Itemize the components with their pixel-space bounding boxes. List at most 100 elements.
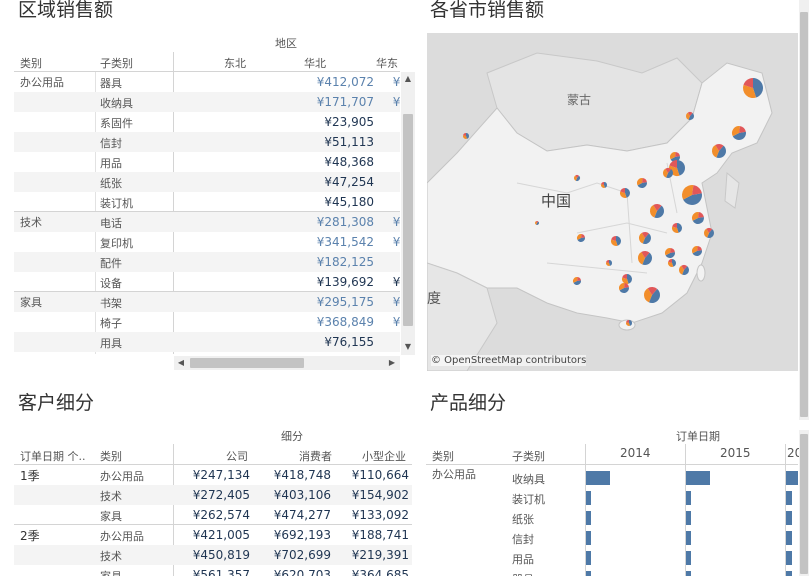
product-bar[interactable] bbox=[786, 471, 798, 485]
province-pie-marker[interactable] bbox=[679, 265, 689, 275]
province-pie-marker[interactable] bbox=[704, 228, 714, 238]
region-vscroll-thumb[interactable] bbox=[403, 114, 413, 326]
pie-slice bbox=[619, 287, 629, 293]
product-bar[interactable] bbox=[586, 551, 591, 565]
pie-slice bbox=[698, 212, 704, 218]
product-subcategory-header[interactable]: 子类别 bbox=[512, 450, 545, 463]
product-bar[interactable] bbox=[586, 511, 591, 525]
region-hscroll-thumb[interactable] bbox=[190, 358, 304, 368]
segment-header-2[interactable]: 小型企业 bbox=[362, 450, 406, 463]
region-vscrollbar[interactable]: ▲ ▼ bbox=[401, 72, 415, 355]
region-header-2[interactable]: 华东 bbox=[376, 57, 398, 70]
province-pie-marker[interactable] bbox=[650, 204, 664, 218]
province-pie-marker[interactable] bbox=[712, 144, 727, 159]
region-hscrollbar[interactable]: ◀ ▶ bbox=[174, 356, 400, 370]
scroll-up-icon[interactable]: ▲ bbox=[404, 74, 412, 83]
product-bar[interactable] bbox=[686, 551, 691, 565]
province-pie-marker[interactable] bbox=[663, 168, 673, 178]
province-pie-marker[interactable] bbox=[732, 126, 746, 141]
province-pie-marker[interactable] bbox=[638, 251, 653, 266]
scroll-down-icon[interactable]: ▼ bbox=[404, 342, 412, 351]
segment-value: ¥620,703 bbox=[273, 568, 331, 576]
province-pie-marker[interactable] bbox=[611, 236, 621, 247]
province-pie-marker[interactable] bbox=[686, 111, 694, 120]
product-bar[interactable] bbox=[586, 571, 591, 576]
product-bar[interactable] bbox=[786, 551, 792, 565]
pie-slice bbox=[686, 112, 690, 120]
province-pie-marker[interactable] bbox=[606, 260, 612, 266]
quarter-header[interactable]: 订单日期 个.. bbox=[20, 450, 86, 463]
product-bar[interactable] bbox=[686, 511, 691, 525]
product-bar[interactable] bbox=[786, 571, 792, 576]
window-vscroll-thumb[interactable] bbox=[800, 12, 808, 417]
map-attribution[interactable]: © OpenStreetMap contributors bbox=[431, 355, 587, 366]
category-header[interactable]: 类别 bbox=[20, 57, 42, 70]
province-pie-marker[interactable] bbox=[743, 78, 763, 99]
product-vscroll-thumb[interactable] bbox=[800, 434, 808, 574]
product-bar[interactable] bbox=[586, 531, 591, 545]
segment-value: ¥692,193 bbox=[273, 528, 331, 542]
pie-slice bbox=[672, 259, 676, 267]
scroll-left-icon[interactable]: ◀ bbox=[177, 358, 185, 367]
pie-slice bbox=[704, 228, 709, 238]
subcategory-label: 用具 bbox=[100, 337, 122, 350]
province-pie-marker[interactable] bbox=[665, 248, 675, 258]
province-pie-marker[interactable] bbox=[644, 287, 660, 304]
pie-slice bbox=[642, 178, 647, 183]
segment-value: ¥403,106 bbox=[273, 488, 331, 502]
segment-value: ¥188,741 bbox=[351, 528, 409, 542]
province-pie-marker[interactable] bbox=[535, 221, 539, 225]
sales-value: ¥40,309 bbox=[360, 135, 400, 149]
product-bar[interactable] bbox=[686, 491, 691, 505]
province-pie-marker[interactable] bbox=[601, 182, 607, 188]
product-bar[interactable] bbox=[686, 471, 710, 485]
sales-value: ¥43,064 bbox=[360, 175, 400, 189]
year-header-1[interactable]: 2015 bbox=[720, 446, 751, 460]
product-bar[interactable] bbox=[586, 491, 591, 505]
province-pie-marker[interactable] bbox=[573, 277, 581, 286]
subcategory-label: 装订机 bbox=[100, 197, 133, 210]
province-pie-marker[interactable] bbox=[622, 274, 633, 284]
segment-category-header[interactable]: 类别 bbox=[100, 450, 122, 463]
subcategory-header[interactable]: 子类别 bbox=[100, 57, 133, 70]
pie-slice bbox=[665, 248, 671, 256]
scroll-right-icon[interactable]: ▶ bbox=[388, 358, 396, 367]
province-pie-marker[interactable] bbox=[619, 283, 629, 293]
pie-slice bbox=[644, 288, 652, 303]
segment-header-0[interactable]: 公司 bbox=[226, 450, 248, 463]
province-pie-marker[interactable] bbox=[620, 188, 630, 199]
pie-slice bbox=[697, 246, 702, 251]
province-pie-marker[interactable] bbox=[692, 212, 704, 224]
pie-slice bbox=[753, 78, 763, 98]
product-bar[interactable] bbox=[686, 571, 691, 576]
province-pie-marker[interactable] bbox=[637, 178, 647, 188]
segment-value: ¥272,405 bbox=[192, 488, 250, 502]
sales-value: ¥36,868 bbox=[360, 155, 400, 169]
province-pie-marker[interactable] bbox=[574, 175, 580, 181]
product-bar[interactable] bbox=[786, 531, 792, 545]
year-header-2[interactable]: 20 bbox=[787, 446, 803, 460]
segment-header-1[interactable]: 消费者 bbox=[299, 450, 332, 463]
pie-slice bbox=[463, 133, 466, 136]
product-category-header[interactable]: 类别 bbox=[432, 450, 454, 463]
product-bar[interactable] bbox=[586, 471, 610, 485]
product-bar[interactable] bbox=[786, 491, 792, 505]
province-map[interactable]: 蒙古 中国 度 © OpenStreetMap contributors bbox=[427, 33, 798, 371]
province-pie-marker[interactable] bbox=[692, 246, 702, 256]
year-header-0[interactable]: 2014 bbox=[620, 446, 651, 460]
province-pie-marker[interactable] bbox=[577, 234, 585, 243]
region-header-1[interactable]: 华北 bbox=[304, 57, 326, 70]
province-pie-marker[interactable] bbox=[639, 232, 652, 245]
region-header-0[interactable]: 东北 bbox=[224, 57, 246, 70]
province-pie-marker[interactable] bbox=[463, 133, 469, 139]
province-pie-marker[interactable] bbox=[668, 259, 676, 267]
product-vscrollbar[interactable] bbox=[799, 430, 809, 576]
province-pie-marker[interactable] bbox=[626, 320, 632, 327]
pie-slice bbox=[573, 277, 578, 283]
window-vscrollbar[interactable] bbox=[799, 0, 809, 420]
product-bar[interactable] bbox=[686, 531, 691, 545]
province-pie-marker[interactable] bbox=[672, 223, 682, 233]
province-pie-marker[interactable] bbox=[682, 184, 702, 205]
product-bar[interactable] bbox=[786, 511, 792, 525]
product-subcategory-label: 器具 bbox=[512, 571, 534, 576]
